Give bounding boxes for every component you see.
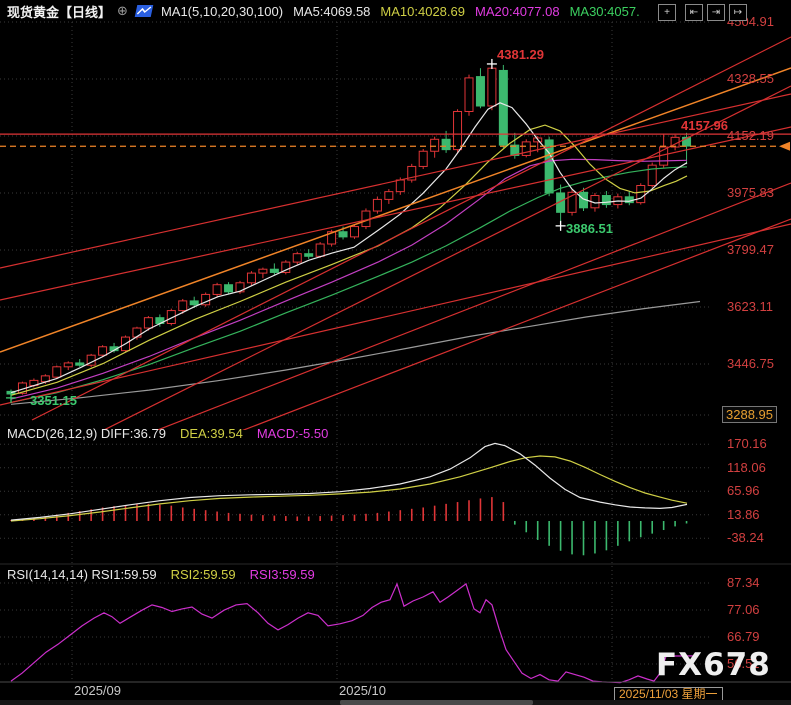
ma-value-label: MA30:4057. bbox=[569, 3, 640, 19]
instrument-title: 现货黄金 bbox=[7, 4, 60, 20]
rsi-axis-tick: 87.34 bbox=[727, 575, 760, 590]
indicator-label: RSI3:59.59 bbox=[249, 567, 315, 582]
rsi-header: RSI(14,14,14) RSI1:59.59 RSI2:59.59 RSI3:5… bbox=[7, 567, 329, 582]
rsi-axis-tick: 66.79 bbox=[727, 629, 760, 644]
macd-axis-tick: 13.86 bbox=[727, 506, 760, 522]
price-axis-tick: 3975.83 bbox=[727, 184, 774, 200]
line-chart-icon[interactable] bbox=[134, 5, 154, 17]
indicator-label: RSI2:59.59 bbox=[170, 567, 236, 582]
pullback-low-label: 3886.51 bbox=[566, 221, 613, 236]
start-low-label: 3351.15 bbox=[30, 393, 77, 408]
period-label: 【日线】 bbox=[59, 4, 112, 20]
macd-axis-tick: 170.16 bbox=[727, 436, 767, 452]
pan-right-icon[interactable]: ↦ bbox=[729, 4, 747, 21]
ma-settings-label: MA1(5,10,20,30,100) bbox=[160, 3, 284, 19]
scrollbar-track[interactable] bbox=[0, 700, 791, 705]
rsi-axis-tick: 56.51 bbox=[727, 656, 760, 672]
macd-header: MACD(26,12,9) DIFF:36.79 DEA:39.54 MACD:-5… bbox=[7, 426, 342, 441]
scale-left-icon[interactable]: ⇤ bbox=[685, 4, 703, 21]
scale-right-icon[interactable]: ⇥ bbox=[707, 4, 725, 21]
price-axis-tick: 3446.75 bbox=[727, 355, 774, 371]
month-label: 2025/09 bbox=[74, 683, 121, 698]
chart-toolbar: + ⇤ ⇥ ↦ bbox=[658, 4, 747, 21]
ma-value-label: MA20:4077.08 bbox=[475, 3, 560, 19]
indicator-label: DEA:39.54 bbox=[179, 426, 243, 441]
crosshair-icon[interactable]: + bbox=[658, 4, 676, 21]
macd-axis-tick: 65.96 bbox=[727, 483, 760, 499]
price-axis-tick: 3623.11 bbox=[727, 298, 774, 314]
price-axis-tick: 4152.19 bbox=[727, 127, 774, 143]
rsi-axis-tick: 77.06 bbox=[727, 602, 760, 618]
ma-value-label: MA5:4069.58 bbox=[293, 3, 371, 19]
price-axis-tick: 3799.47 bbox=[727, 241, 774, 257]
ma-value-label: MA10:4028.69 bbox=[380, 3, 465, 19]
indicator-label: MACD(26,12,9) DIFF:36.79 bbox=[7, 426, 166, 441]
indicator-label: RSI(14,14,14) RSI1:59.59 bbox=[7, 567, 157, 582]
resistance-price-label: 4157.96 bbox=[681, 118, 728, 133]
price-axis-bottom-tick: 3288.95 bbox=[722, 405, 777, 423]
macd-axis-tick: -38.24 bbox=[727, 530, 764, 546]
chart-header: 现货黄金 【日线】 ⊕ MA1(5,10,20,30,100) MA5:4069… bbox=[7, 2, 640, 20]
price-panel bbox=[0, 36, 791, 430]
peak-price-label: 4381.29 bbox=[497, 47, 544, 62]
scrollbar-thumb[interactable] bbox=[340, 700, 533, 705]
watermark: FX678 bbox=[656, 647, 771, 683]
macd-axis-tick: 118.06 bbox=[727, 459, 766, 475]
month-label: 2025/10 bbox=[339, 683, 386, 698]
price-axis-tick: 4328.55 bbox=[727, 70, 774, 86]
circle-plus-icon[interactable]: ⊕ bbox=[117, 3, 128, 18]
indicator-label: MACD:-5.50 bbox=[256, 426, 329, 441]
ma-values: MA5:4069.58 MA10:4028.69 MA20:4077.08 MA30:… bbox=[283, 4, 640, 19]
